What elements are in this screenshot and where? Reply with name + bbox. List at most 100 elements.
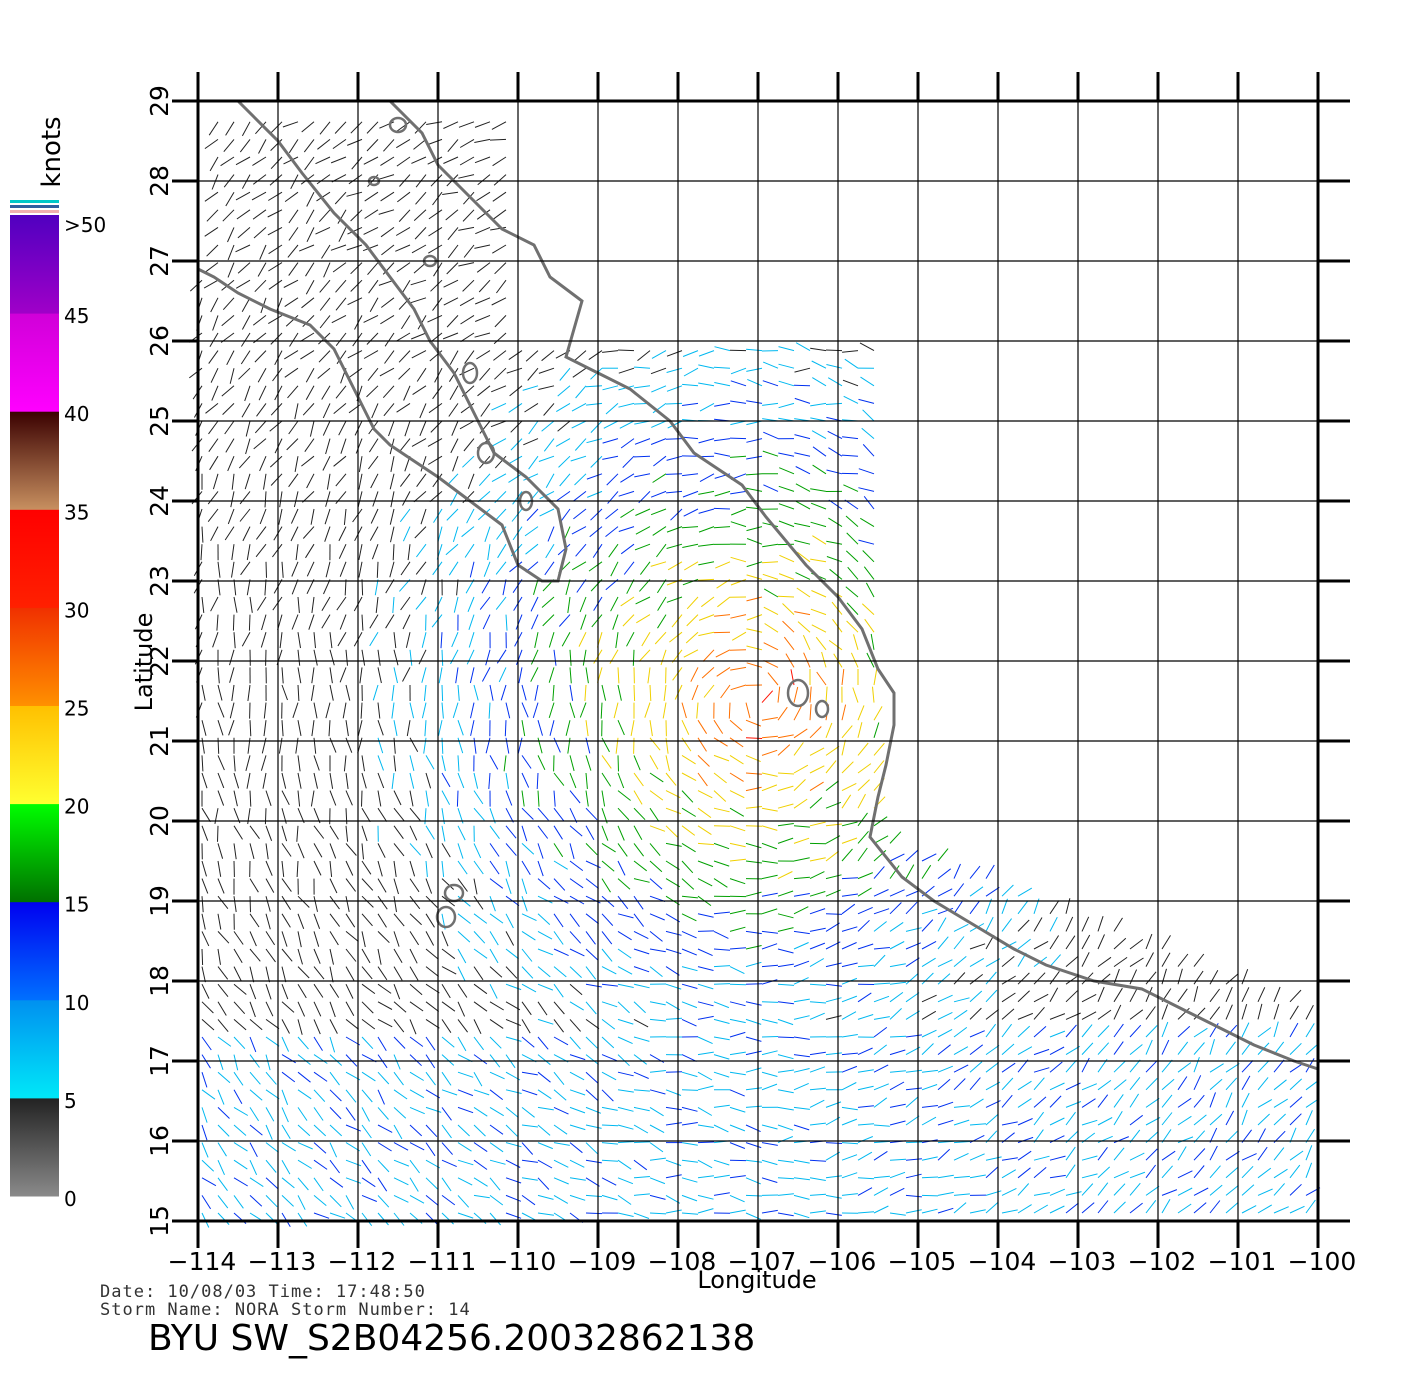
- wind-vector: [585, 1071, 599, 1084]
- wind-vector: [270, 139, 283, 151]
- wind-vector: [843, 395, 859, 404]
- wind-vector: [555, 438, 571, 447]
- wind-vector: [505, 702, 511, 719]
- wind-vector: [681, 983, 698, 989]
- wind-vector: [761, 1124, 778, 1130]
- wind-vector: [857, 906, 873, 915]
- wind-vector: [601, 1089, 614, 1102]
- wind-vector: [510, 420, 523, 433]
- wind-vector: [825, 997, 842, 1003]
- wind-vector: [657, 596, 667, 611]
- wind-vector: [477, 508, 491, 521]
- wind-vector: [521, 825, 528, 842]
- wind-vector: [403, 385, 411, 401]
- wind-vector: [569, 1159, 585, 1168]
- wind-vector: [569, 913, 580, 927]
- wind-vector: [1113, 917, 1123, 932]
- wind-vector: [841, 454, 859, 457]
- wind-vector: [393, 1177, 409, 1186]
- wind-vector: [377, 1107, 389, 1120]
- colorbar-band: [10, 1097, 59, 1197]
- wind-vector: [313, 649, 318, 666]
- wind-vector: [553, 807, 565, 822]
- wind-vector: [553, 1194, 569, 1204]
- wind-vector: [494, 315, 507, 328]
- wind-vector: [252, 156, 267, 166]
- wind-vector: [953, 1064, 969, 1073]
- wind-vector: [937, 1044, 951, 1055]
- wind-vector: [697, 1001, 714, 1007]
- wind-vector: [323, 262, 331, 278]
- wind-vector: [763, 484, 779, 492]
- wind-vector: [969, 1061, 983, 1073]
- wind-vector: [921, 1105, 938, 1108]
- wind-vector: [1289, 989, 1302, 1003]
- wind-vector: [889, 1008, 902, 1020]
- wind-vector: [761, 825, 778, 831]
- wind-vector: [697, 878, 713, 887]
- wind-vector: [635, 596, 651, 605]
- wind-vector: [825, 922, 840, 932]
- wind-vector: [371, 544, 379, 560]
- wind-vector: [617, 807, 630, 821]
- wind-vector: [777, 837, 794, 844]
- wind-vector: [1033, 1192, 1050, 1196]
- wind-vector: [857, 1177, 875, 1180]
- wind-vector: [443, 121, 459, 129]
- wind-vector: [617, 948, 632, 959]
- wind-vector: [492, 191, 507, 202]
- wind-vector: [553, 860, 568, 870]
- wind-vector: [335, 279, 347, 293]
- wind-vector: [379, 367, 395, 377]
- wind-vector: [268, 262, 283, 272]
- wind-vector: [713, 948, 731, 951]
- wind-vector: [369, 631, 379, 647]
- wind-vector: [1257, 1113, 1270, 1126]
- wind-vector: [763, 361, 779, 369]
- wind-vector: [777, 823, 794, 827]
- wind-vector: [730, 684, 747, 691]
- wind-vector: [825, 760, 837, 774]
- wind-vector: [449, 385, 459, 400]
- wind-vector: [311, 720, 315, 737]
- wind-vector: [345, 913, 356, 928]
- wind-vector: [569, 1036, 581, 1050]
- wind-vector: [1177, 1062, 1192, 1073]
- wind-vector: [601, 1071, 617, 1081]
- wind-vector: [414, 227, 427, 240]
- wind-vector: [809, 1122, 826, 1126]
- wind-vector: [846, 620, 859, 633]
- wind-vector: [647, 667, 651, 684]
- wind-vector: [714, 490, 731, 497]
- wind-vector: [665, 1106, 682, 1111]
- wind-vector: [681, 1106, 698, 1112]
- wind-vector: [1033, 1167, 1047, 1179]
- wind-vector: [249, 984, 257, 1000]
- wind-vector: [607, 491, 619, 504]
- wind-vector: [313, 843, 323, 858]
- wind-vector: [873, 982, 891, 985]
- wind-vector: [777, 890, 794, 897]
- wind-vector: [457, 1089, 474, 1097]
- wind-vector: [491, 473, 507, 483]
- wind-vector: [467, 473, 475, 489]
- wind-vector: [367, 455, 379, 470]
- wind-vector: [681, 878, 695, 890]
- wind-vector: [473, 843, 482, 859]
- wind-vector: [937, 868, 952, 879]
- longitude-tick-label: −106: [808, 1247, 877, 1276]
- wind-vector: [217, 843, 224, 859]
- wind-vector: [270, 121, 283, 134]
- wind-vector: [537, 1018, 554, 1025]
- wind-vector: [249, 896, 251, 913]
- wind-vector: [586, 402, 603, 406]
- wind-vector: [1001, 1157, 1018, 1161]
- wind-vector: [548, 667, 555, 683]
- wind-vector: [1129, 1202, 1143, 1214]
- wind-vector: [265, 1195, 278, 1208]
- wind-vector: [553, 1001, 565, 1015]
- wind-vector: [424, 808, 427, 825]
- wind-vector: [361, 878, 374, 891]
- wind-vector: [571, 420, 587, 429]
- wind-vector: [329, 1107, 342, 1120]
